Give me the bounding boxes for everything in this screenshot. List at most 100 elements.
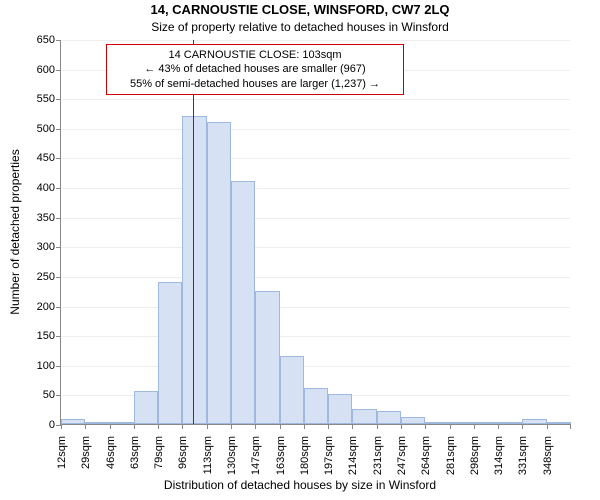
- xtick-mark: [280, 424, 281, 429]
- xtick-label: 180sqm: [299, 436, 311, 486]
- histogram-bar: [207, 122, 231, 424]
- xtick-label: 214sqm: [347, 436, 359, 486]
- ytick-mark: [56, 277, 61, 278]
- xtick-label: 231sqm: [372, 436, 384, 486]
- gridline: [61, 366, 570, 367]
- xtick-mark: [85, 424, 86, 429]
- xtick-mark: [304, 424, 305, 429]
- annotation-box: 14 CARNOUSTIE CLOSE: 103sqm← 43% of deta…: [106, 44, 404, 95]
- xtick-mark: [425, 424, 426, 429]
- xtick-label: 79sqm: [153, 436, 165, 486]
- gridline: [61, 277, 570, 278]
- xtick-mark: [450, 424, 451, 429]
- ytick-label: 350: [15, 212, 55, 224]
- ytick-mark: [56, 70, 61, 71]
- xtick-label: 12sqm: [56, 436, 68, 486]
- histogram-bar: [547, 422, 571, 424]
- histogram-chart: 14, CARNOUSTIE CLOSE, WINSFORD, CW7 2LQ …: [0, 0, 600, 500]
- xtick-label: 147sqm: [250, 436, 262, 486]
- ytick-label: 0: [15, 419, 55, 431]
- xtick-label: 331sqm: [517, 436, 529, 486]
- xtick-label: 264sqm: [420, 436, 432, 486]
- xtick-mark: [570, 424, 571, 429]
- xtick-label: 247sqm: [396, 436, 408, 486]
- y-axis-label: Number of detached properties: [8, 149, 22, 314]
- xtick-mark: [547, 424, 548, 429]
- gridline: [61, 307, 570, 308]
- xtick-mark: [377, 424, 378, 429]
- gridline: [61, 336, 570, 337]
- ytick-label: 250: [15, 271, 55, 283]
- gridline: [61, 188, 570, 189]
- xtick-label: 281sqm: [445, 436, 457, 486]
- histogram-bar: [401, 417, 425, 424]
- ytick-label: 450: [15, 152, 55, 164]
- ytick-label: 200: [15, 301, 55, 313]
- histogram-bar: [110, 422, 134, 424]
- xtick-mark: [352, 424, 353, 429]
- ytick-label: 300: [15, 241, 55, 253]
- histogram-bar: [304, 388, 328, 424]
- xtick-mark: [401, 424, 402, 429]
- gridline: [61, 158, 570, 159]
- ytick-mark: [56, 218, 61, 219]
- xtick-mark: [158, 424, 159, 429]
- histogram-bar: [522, 419, 546, 424]
- ytick-mark: [56, 40, 61, 41]
- histogram-bar: [85, 422, 109, 424]
- annotation-line: 55% of semi-detached houses are larger (…: [113, 77, 397, 91]
- ytick-label: 150: [15, 330, 55, 342]
- ytick-mark: [56, 307, 61, 308]
- gridline: [61, 218, 570, 219]
- histogram-bar: [474, 422, 498, 424]
- histogram-bar: [328, 394, 352, 424]
- xtick-mark: [110, 424, 111, 429]
- ytick-mark: [56, 336, 61, 337]
- ytick-label: 100: [15, 360, 55, 372]
- histogram-bar: [498, 422, 522, 424]
- chart-subtitle: Size of property relative to detached ho…: [0, 20, 600, 34]
- xtick-mark: [134, 424, 135, 429]
- xtick-label: 314sqm: [493, 436, 505, 486]
- histogram-bar: [280, 356, 304, 424]
- histogram-bar: [255, 291, 279, 424]
- gridline: [61, 40, 570, 41]
- histogram-bar: [352, 409, 376, 424]
- xtick-label: 298sqm: [469, 436, 481, 486]
- ytick-label: 50: [15, 389, 55, 401]
- ytick-label: 650: [15, 34, 55, 46]
- ytick-label: 400: [15, 182, 55, 194]
- ytick-label: 600: [15, 64, 55, 76]
- xtick-mark: [522, 424, 523, 429]
- histogram-bar: [158, 282, 182, 424]
- xtick-mark: [474, 424, 475, 429]
- xtick-label: 96sqm: [177, 436, 189, 486]
- xtick-label: 29sqm: [80, 436, 92, 486]
- xtick-label: 197sqm: [323, 436, 335, 486]
- annotation-line: 14 CARNOUSTIE CLOSE: 103sqm: [113, 48, 397, 62]
- chart-title: 14, CARNOUSTIE CLOSE, WINSFORD, CW7 2LQ: [0, 2, 600, 17]
- xtick-label: 46sqm: [105, 436, 117, 486]
- xtick-mark: [182, 424, 183, 429]
- ytick-mark: [56, 395, 61, 396]
- xtick-mark: [207, 424, 208, 429]
- xtick-label: 113sqm: [202, 436, 214, 486]
- ytick-mark: [56, 129, 61, 130]
- xtick-label: 63sqm: [129, 436, 141, 486]
- histogram-bar: [450, 422, 474, 424]
- histogram-bar: [61, 419, 85, 424]
- reference-line: [193, 40, 194, 424]
- xtick-mark: [498, 424, 499, 429]
- ytick-mark: [56, 366, 61, 367]
- ytick-mark: [56, 188, 61, 189]
- histogram-bar: [231, 181, 255, 424]
- xtick-mark: [61, 424, 62, 429]
- gridline: [61, 129, 570, 130]
- xtick-label: 348sqm: [542, 436, 554, 486]
- annotation-line: ← 43% of detached houses are smaller (96…: [113, 62, 397, 76]
- ytick-mark: [56, 247, 61, 248]
- xtick-label: 163sqm: [275, 436, 287, 486]
- xtick-mark: [255, 424, 256, 429]
- ytick-mark: [56, 99, 61, 100]
- histogram-bar: [425, 422, 449, 424]
